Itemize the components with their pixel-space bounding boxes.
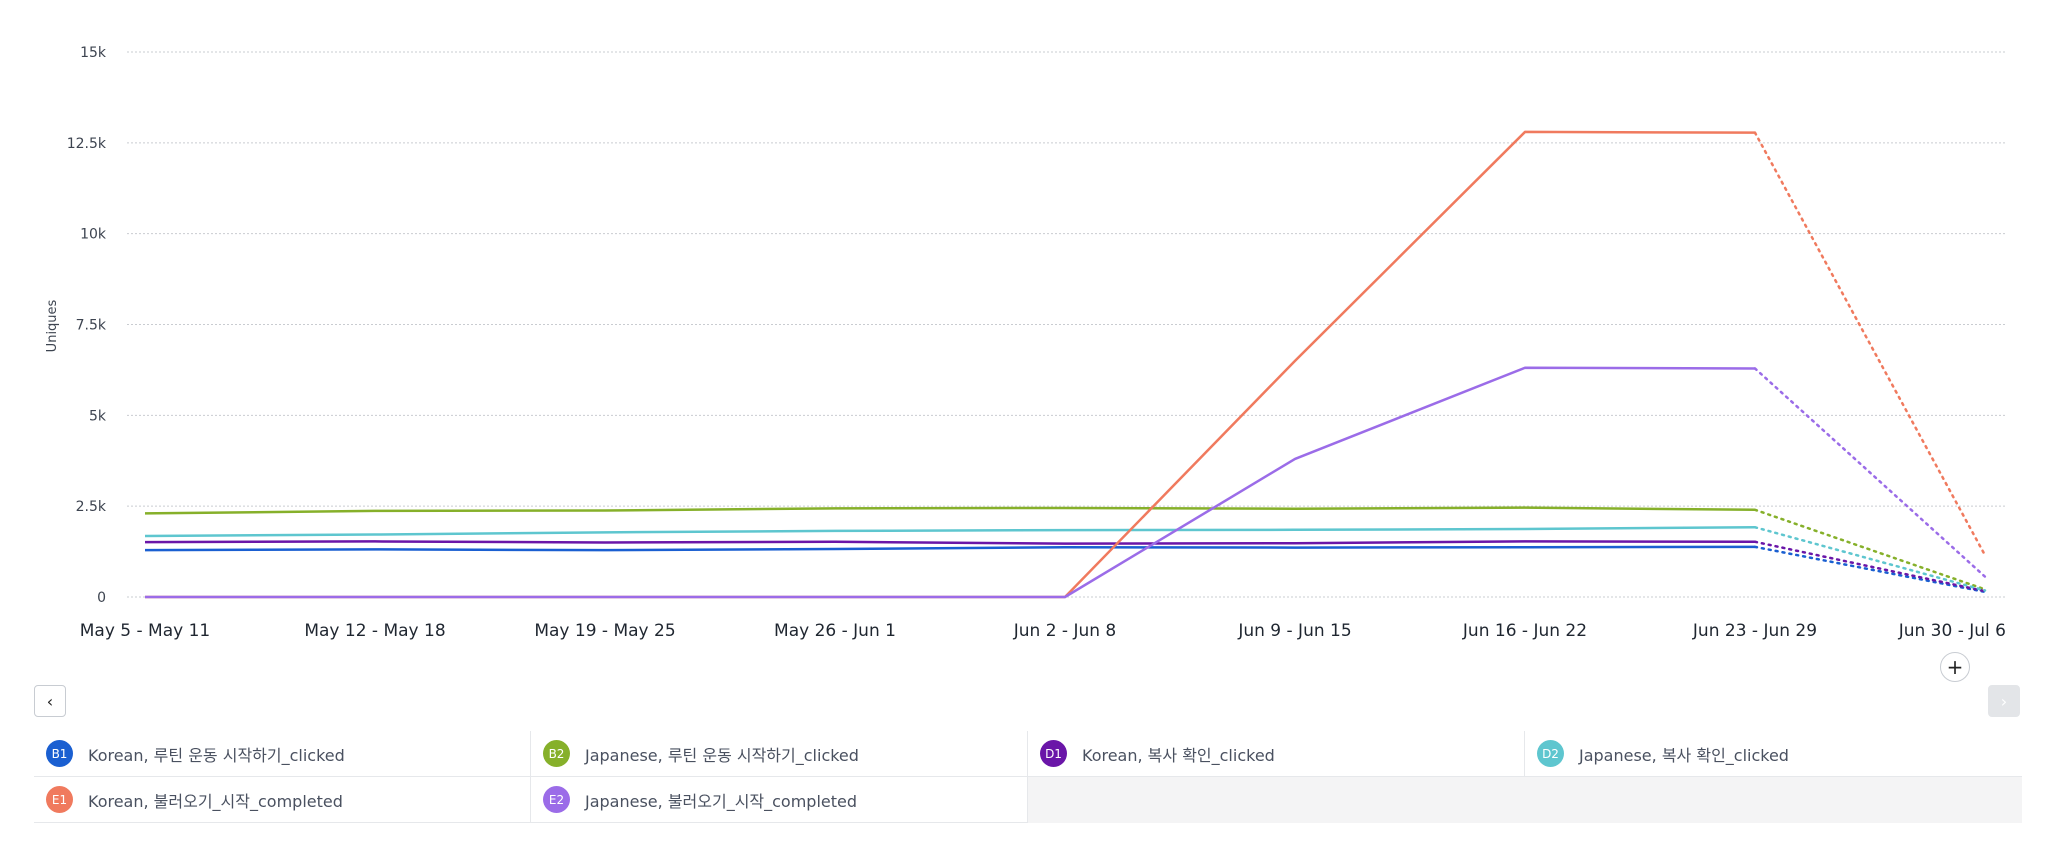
series-badge: D2 [1537, 740, 1564, 767]
x-tick-label: May 26 - Jun 1 [774, 621, 896, 641]
x-tick-label: Jun 2 - Jun 8 [1013, 621, 1117, 641]
legend-prev-button[interactable]: ‹ [34, 685, 66, 717]
series-line-d2[interactable] [144, 525, 1756, 538]
chevron-right-icon: › [2000, 691, 2008, 711]
legend-item-e1[interactable]: E1 Korean, 불러오기_시작_completed [34, 777, 531, 823]
y-tick-label: 5k [89, 408, 107, 424]
y-axis-label: Uniques [45, 299, 60, 352]
legend-item-d2[interactable]: D2 Japanese, 복사 확인_clicked [1525, 731, 2022, 777]
series-line-d1[interactable] [144, 540, 1756, 545]
legend-label: Korean, 불러오기_시작_completed [88, 791, 343, 811]
series-badge: B1 [46, 740, 73, 767]
legend-label: Korean, 루틴 운동 시작하기_clicked [88, 745, 345, 765]
legend-item-b2[interactable]: B2 Japanese, 루틴 운동 시작하기_clicked [531, 731, 1028, 777]
legend-item-b1[interactable]: B1 Korean, 루틴 운동 시작하기_clicked [34, 731, 531, 777]
series-line-b1[interactable] [144, 545, 1756, 552]
y-tick-label: 2.5k [76, 499, 107, 515]
series-incomplete-e1[interactable] [1753, 131, 1987, 557]
x-axis-ticks: May 5 - May 11 May 12 - May 18 May 19 - Ma… [80, 621, 2006, 641]
series-badge: B2 [543, 740, 570, 767]
series-incomplete-b2[interactable] [1753, 508, 1987, 591]
y-tick-label: 10k [80, 227, 107, 243]
series-incomplete-d1[interactable] [1753, 540, 1987, 593]
series-line-e1[interactable] [145, 130, 1756, 599]
chevron-left-icon: ‹ [46, 691, 54, 711]
series-badge: E1 [46, 786, 73, 813]
series-badge: D1 [1040, 740, 1067, 767]
legend-label: Japanese, 불러오기_시작_completed [585, 791, 858, 811]
legend-label: Korean, 복사 확인_clicked [1082, 745, 1275, 765]
series-incomplete-b1[interactable] [1753, 545, 1987, 594]
y-tick-label: 12.5k [67, 136, 107, 152]
x-tick-label: Jun 23 - Jun 29 [1692, 621, 1817, 641]
series-incomplete-d2[interactable] [1753, 525, 1987, 592]
legend-next-button[interactable]: › [1988, 685, 2020, 717]
legend-empty-cell [1028, 777, 2022, 823]
series-lines [144, 130, 1987, 599]
series-badge: E2 [543, 786, 570, 813]
y-tick-label: 15k [80, 45, 107, 61]
x-tick-label: Jun 30 - Jul 6 [1898, 621, 2006, 641]
y-tick-label: 0 [97, 590, 106, 606]
legend-label: Japanese, 복사 확인_clicked [1579, 745, 1789, 765]
x-tick-label: May 19 - May 25 [534, 621, 675, 641]
legend-item-d1[interactable]: D1 Korean, 복사 확인_clicked [1028, 731, 1525, 777]
y-axis-ticks: 0 2.5k 5k 7.5k 10k 12.5k 15k [67, 45, 107, 606]
legend: B1 Korean, 루틴 운동 시작하기_clicked B2 Japanes… [34, 731, 2022, 824]
legend-item-e2[interactable]: E2 Japanese, 불러오기_시작_completed [531, 777, 1028, 823]
legend-label: Japanese, 루틴 운동 시작하기_clicked [585, 745, 859, 765]
y-tick-label: 7.5k [76, 318, 107, 334]
add-annotation-button[interactable]: + [1940, 652, 1970, 682]
x-tick-label: May 5 - May 11 [80, 621, 211, 641]
series-incomplete-e2[interactable] [1753, 367, 1987, 578]
x-tick-label: Jun 9 - Jun 15 [1237, 621, 1351, 641]
x-tick-label: Jun 16 - Jun 22 [1462, 621, 1587, 641]
series-line-b2[interactable] [144, 506, 1756, 515]
grid [127, 51, 2005, 598]
series-line-e2[interactable] [145, 366, 1756, 599]
plus-icon: + [1946, 655, 1964, 679]
x-tick-label: May 12 - May 18 [304, 621, 445, 641]
